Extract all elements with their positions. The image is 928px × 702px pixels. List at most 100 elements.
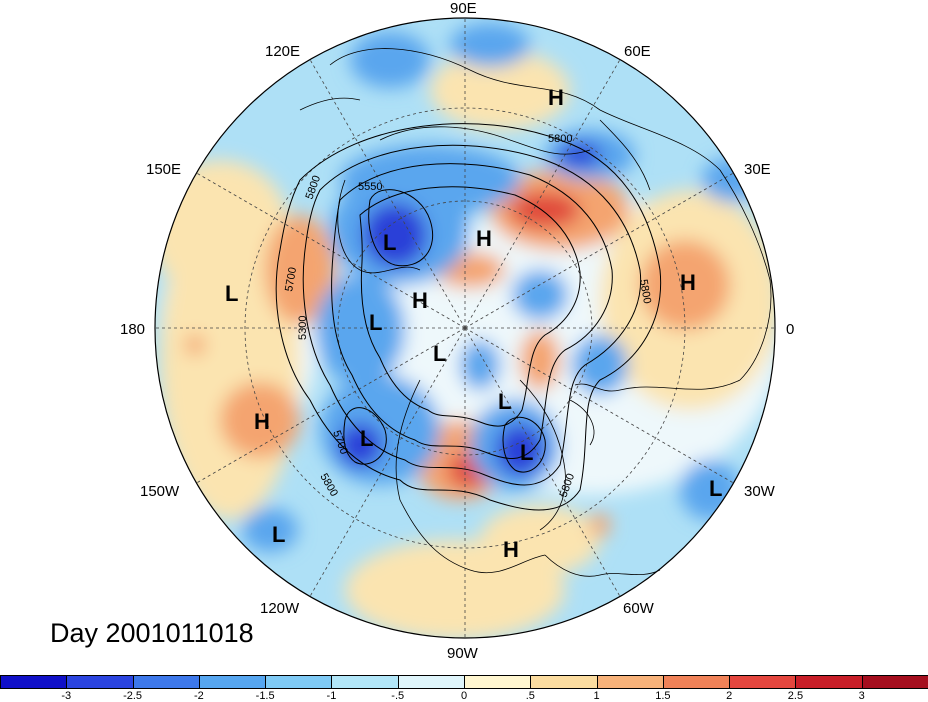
- colorbar-tick-label: 2: [726, 690, 733, 702]
- coastline: [519, 379, 566, 531]
- colorbar-tick-label: -2.5: [123, 690, 143, 702]
- anomaly-blob: [640, 240, 730, 330]
- low-center: L: [369, 310, 382, 335]
- anomaly-blob: [460, 340, 500, 390]
- high-center: H: [680, 270, 696, 295]
- contour-line: [331, 163, 613, 460]
- anomaly-blob: [520, 330, 560, 390]
- colorbar-swatch: [464, 675, 532, 689]
- polar-map: 0 30E 60E 90E 120E 150E 180 150W 120W 90…: [120, 0, 794, 662]
- anomaly-blob: [480, 505, 600, 575]
- day-title: Day 2001011018: [50, 618, 254, 648]
- lon-label-30e: 30E: [744, 161, 771, 178]
- high-center: L: [225, 281, 238, 306]
- contour-label: 5550: [358, 181, 382, 193]
- meridian-line: [196, 172, 466, 329]
- coastline: [569, 399, 595, 446]
- graticule: [155, 18, 775, 638]
- contour-line: [502, 416, 546, 473]
- colorbar-swatch: [265, 675, 333, 689]
- lon-label-60w: 60W: [623, 600, 655, 617]
- coastline: [299, 97, 361, 111]
- colorbar-tick-label: 1.5: [655, 690, 671, 702]
- colorbar-tick-label: -3: [61, 690, 72, 702]
- colorbar: -3 -2.5 -2 -1.5 -1 -.5 0 .5 1 1.5 2 2.5 3: [0, 675, 928, 702]
- meridian-line: [464, 172, 734, 329]
- high-center: H: [548, 85, 564, 110]
- colorbar-swatch: [729, 675, 797, 689]
- contour-line: [343, 407, 387, 465]
- contour-label: 5800: [548, 133, 572, 145]
- coastline: [379, 126, 591, 155]
- colorbar-tick-label: .5: [525, 690, 535, 702]
- meridian-line: [309, 327, 466, 597]
- lon-label-150w: 150W: [140, 483, 180, 500]
- anomaly-blob: [363, 203, 427, 267]
- lon-label-0: 0: [786, 321, 794, 338]
- meridian-line: [309, 59, 466, 329]
- colorbar-tick-label: 1: [593, 690, 600, 702]
- colorbar-swatch: [331, 675, 399, 689]
- low-center: L: [272, 522, 285, 547]
- high-center: H: [254, 409, 270, 434]
- colorbar-swatch: [861, 675, 928, 689]
- latitude-circle: [244, 107, 686, 549]
- contour-label: 5700: [283, 266, 299, 292]
- anomaly-blob: [242, 508, 298, 552]
- lon-label-120e: 120E: [265, 43, 300, 60]
- lon-label-90e: 90E: [450, 0, 477, 17]
- coastline: [395, 379, 546, 574]
- anomaly-blob: [572, 335, 628, 395]
- pressure-centers: H L H H L H L L H L L L H L L: [225, 85, 722, 562]
- coastline: [574, 379, 741, 392]
- anomaly-blob: [590, 513, 610, 537]
- colorbar-swatch: [662, 675, 731, 689]
- colorbar-swatch: [596, 675, 664, 689]
- meridian-line: [464, 327, 734, 484]
- colorbar-swatch: [0, 675, 68, 689]
- anomaly-field: [155, 18, 775, 638]
- meridian-line: [464, 327, 621, 597]
- low-center: L: [433, 341, 446, 366]
- colorbar-swatch: [132, 675, 200, 689]
- lon-label-30w: 30W: [744, 483, 776, 500]
- high-center: H: [412, 288, 428, 313]
- anomaly-blob: [496, 424, 544, 476]
- coastline: [544, 554, 661, 577]
- low-center: L: [498, 389, 511, 414]
- coastlines: [299, 48, 772, 577]
- low-center: L: [520, 440, 533, 465]
- lon-label-90w: 90W: [447, 645, 479, 662]
- colorbar-swatch: [530, 675, 598, 689]
- low-center: L: [360, 426, 373, 451]
- anomaly-blob: [450, 23, 530, 67]
- contour-label: 5800: [637, 278, 653, 304]
- colorbar-tick-label: 3: [858, 690, 865, 702]
- colorbar-swatch: [66, 675, 134, 689]
- map-boundary: [154, 17, 776, 639]
- contour-line: [359, 186, 581, 427]
- colorbar-swatch: [397, 675, 465, 689]
- anomaly-blob: [512, 270, 568, 320]
- meridian-line: [196, 327, 466, 484]
- colorbar-tick-label: -1: [326, 690, 337, 702]
- contour-line: [368, 189, 434, 267]
- colorbar-tick-label: 2.5: [787, 690, 804, 702]
- anomaly-blob: [558, 143, 602, 167]
- low-center: L: [709, 476, 722, 501]
- anomaly-blob: [340, 145, 520, 215]
- lon-label-120w: 120W: [260, 600, 300, 617]
- contour-line: [302, 144, 642, 486]
- colorbar-tick-label: -1.5: [255, 690, 275, 702]
- contour-line: [275, 123, 662, 511]
- colorbar-swatch: [795, 675, 863, 689]
- colorbar-tick-label: -2: [193, 690, 204, 702]
- longitude-labels: 0 30E 60E 90E 120E 150E 180 150W 120W 90…: [120, 0, 794, 662]
- anomaly-blob: [315, 275, 405, 385]
- lon-label-150e: 150E: [146, 161, 181, 178]
- contour-label: 5300: [297, 316, 309, 340]
- colorbar-tick-label: 0: [460, 690, 468, 702]
- coastline: [329, 48, 772, 381]
- anomaly-blob: [350, 32, 430, 88]
- low-center: L: [383, 230, 396, 255]
